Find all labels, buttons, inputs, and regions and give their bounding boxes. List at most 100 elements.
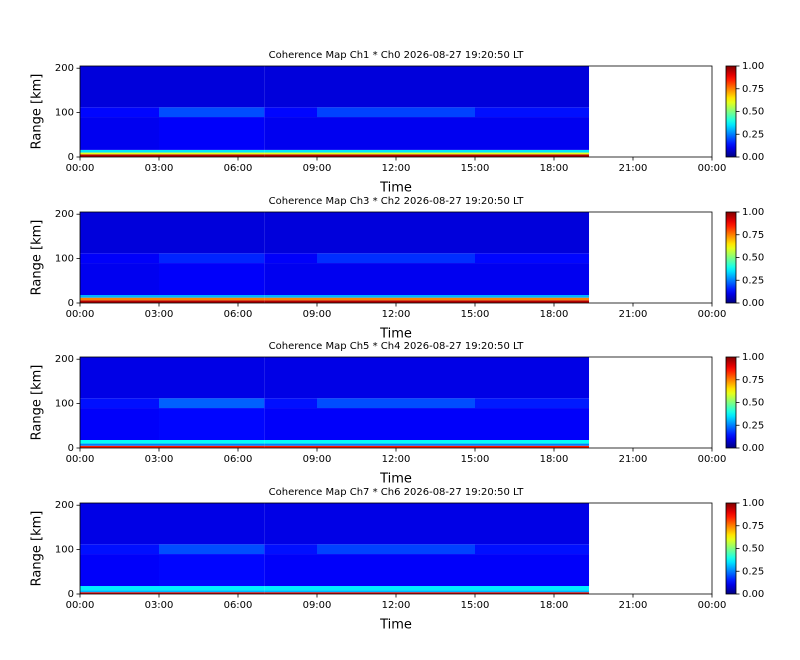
heatmap-cell [317, 149, 475, 153]
heatmap-cell [475, 263, 590, 296]
panel: Coherence Map Ch1 * Ch0 2026-08-27 19:20… [30, 50, 765, 196]
heatmap-cell [317, 117, 475, 150]
x-tick-label: 18:00 [540, 454, 569, 465]
x-tick-label: 03:00 [145, 600, 174, 611]
y-axis-label: Range [km] [30, 220, 45, 296]
x-tick-label: 03:00 [145, 163, 174, 174]
heatmap-cell [317, 590, 475, 593]
x-tick-label: 15:00 [461, 163, 490, 174]
heatmap-cell [159, 443, 265, 446]
colorbar-tick-label: 1.00 [742, 498, 764, 509]
heatmap-cell [80, 154, 159, 157]
colorbar-tick-label: 0.25 [742, 420, 764, 431]
heatmap-cell [317, 263, 475, 296]
x-tick-label: 00:00 [66, 600, 95, 611]
heatmap-cell [264, 253, 317, 264]
x-axis-label: Time [379, 472, 412, 487]
heatmap-cell [264, 154, 317, 157]
heatmap-cell [475, 586, 590, 591]
heatmap-cell [159, 590, 265, 593]
y-axis-label: Range [km] [30, 74, 45, 150]
heatmap-cell [317, 154, 475, 157]
heatmap-cell [475, 592, 590, 594]
heatmap-cell [264, 445, 317, 448]
heatmap-cell [475, 117, 590, 150]
heatmap-cell [475, 544, 590, 555]
heatmap-cell [80, 152, 159, 155]
heatmap-cell [264, 440, 317, 444]
x-tick-label: 00:00 [698, 309, 727, 320]
colorbar-tick-label: 1.00 [742, 207, 764, 218]
heatmap-cell [475, 300, 590, 303]
heatmap-cell [80, 443, 159, 446]
colorbar-tick-label: 0.00 [742, 152, 764, 163]
x-tick-label: 21:00 [619, 600, 648, 611]
heatmap-cell [264, 554, 317, 587]
heatmap-cell [159, 300, 265, 303]
x-tick-label: 00:00 [66, 163, 95, 174]
heatmap-cell [475, 440, 590, 444]
heatmap-cell [80, 586, 159, 591]
x-tick-label: 00:00 [698, 454, 727, 465]
heatmap-cell [159, 503, 265, 545]
chart-title: Coherence Map Ch7 * Ch6 2026-08-27 19:20… [269, 487, 525, 498]
colorbar-tick-label: 1.00 [742, 352, 764, 363]
y-tick-label: 200 [55, 500, 74, 511]
x-axis-label: Time [379, 618, 412, 633]
heatmap-cell [80, 253, 159, 264]
x-tick-label: 21:00 [619, 163, 648, 174]
x-tick-label: 12:00 [382, 454, 411, 465]
heatmap-cell [475, 107, 590, 118]
heatmap-cell [159, 154, 265, 157]
y-tick-label: 0 [68, 298, 74, 309]
heatmap-cell [475, 398, 590, 409]
heatmap-cell [317, 66, 475, 108]
colorbar-tick-label: 1.00 [742, 61, 764, 72]
heatmap-cell [159, 297, 265, 301]
x-tick-label: 03:00 [145, 309, 174, 320]
chart-title: Coherence Map Ch1 * Ch0 2026-08-27 19:20… [269, 50, 525, 61]
colorbar-tick-label: 0.25 [742, 129, 764, 140]
x-tick-label: 12:00 [382, 309, 411, 320]
heatmap-cell [159, 107, 265, 118]
heatmap-cell [80, 592, 159, 594]
heatmap-cell [159, 253, 265, 264]
heatmap-cell [264, 398, 317, 409]
heatmap-cell [80, 297, 159, 301]
x-axis-label: Time [379, 181, 412, 196]
colorbar-tick-label: 0.75 [742, 84, 764, 95]
y-tick-label: 200 [55, 354, 74, 365]
heatmap-cell [159, 152, 265, 155]
chart-title: Coherence Map Ch3 * Ch2 2026-08-27 19:20… [269, 196, 525, 207]
heatmap-cell [317, 107, 475, 118]
y-tick-label: 100 [55, 545, 74, 556]
x-tick-label: 21:00 [619, 454, 648, 465]
heatmap-cell [159, 398, 265, 409]
y-tick-label: 100 [55, 254, 74, 265]
heatmap-cell [317, 253, 475, 264]
x-tick-label: 15:00 [461, 454, 490, 465]
heatmap-cell [264, 66, 317, 108]
colorbar-tick-label: 0.50 [742, 107, 764, 118]
heatmap-cell [159, 117, 265, 150]
x-tick-label: 00:00 [698, 163, 727, 174]
y-tick-label: 0 [68, 152, 74, 163]
colorbar-tick-label: 0.50 [742, 398, 764, 409]
heatmap-cell [317, 440, 475, 444]
x-tick-label: 15:00 [461, 309, 490, 320]
heatmap-cell [159, 445, 265, 448]
heatmap-cell [159, 212, 265, 254]
y-tick-label: 100 [55, 399, 74, 410]
heatmap-cell [317, 586, 475, 591]
colorbar-tick-label: 0.00 [742, 589, 764, 600]
colorbar-tick-label: 0.50 [742, 544, 764, 555]
heatmap-cell [264, 212, 317, 254]
heatmap-cell [80, 398, 159, 409]
heatmap-cell [475, 253, 590, 264]
heatmap-cell [264, 357, 317, 399]
x-tick-label: 09:00 [303, 309, 332, 320]
heatmap-cell [80, 590, 159, 593]
heatmap-cell [80, 212, 159, 254]
y-tick-label: 200 [55, 63, 74, 74]
heatmap-cell [80, 445, 159, 448]
